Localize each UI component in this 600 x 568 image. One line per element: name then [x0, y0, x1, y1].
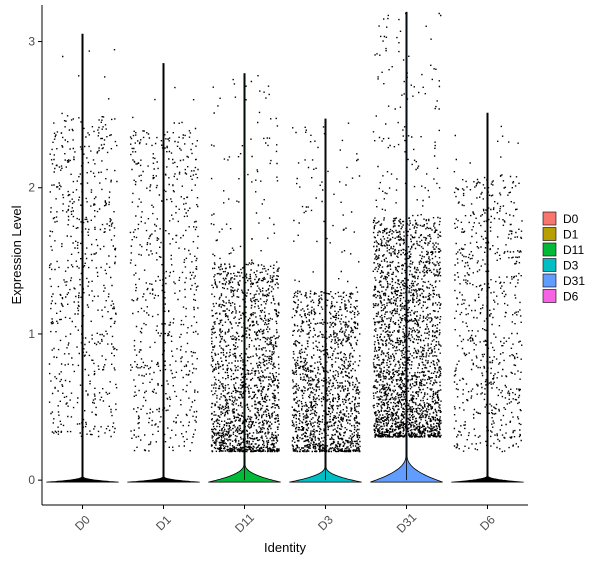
violin-center-lines — [82, 12, 488, 481]
y-axis-title: Expression Level — [9, 205, 24, 304]
points-D11 — [210, 75, 280, 453]
violin-layer — [46, 11, 524, 483]
legend-label-D31: D31 — [563, 274, 585, 288]
legend-label-D11: D11 — [563, 243, 584, 257]
legend-swatch-D1 — [542, 227, 557, 241]
jitter-points — [48, 12, 523, 453]
x-tick-label: D1 — [153, 512, 174, 533]
legend-swatch-D6 — [542, 289, 557, 303]
legend-swatch-D3 — [542, 258, 557, 272]
legend-label-D1: D1 — [563, 228, 579, 242]
points-D31 — [372, 12, 442, 438]
legend-label-D6: D6 — [563, 290, 579, 304]
legend-swatch-D0 — [542, 211, 557, 226]
x-tick-label: D6 — [477, 512, 498, 533]
x-axis-title: Identity — [264, 540, 306, 555]
axes: 0 1 2 3 D0 D1 D11 D3 D31 D6 — [28, 5, 528, 536]
x-tick-label: D11 — [232, 510, 257, 535]
legend-swatch-D11 — [542, 242, 557, 257]
y-tick-label: 2 — [28, 181, 35, 195]
points-D3 — [291, 122, 361, 453]
y-tick-label: 1 — [28, 327, 35, 341]
x-tick-label: D31 — [394, 510, 420, 536]
legend-label-D3: D3 — [563, 259, 579, 273]
x-tick-label: D0 — [72, 512, 93, 533]
x-tick-label: D3 — [315, 512, 336, 533]
legend-label-D0: D0 — [563, 212, 579, 226]
y-tick-label: 3 — [28, 35, 35, 49]
legend-swatch-D31 — [542, 273, 557, 288]
y-tick-label: 0 — [28, 473, 35, 487]
